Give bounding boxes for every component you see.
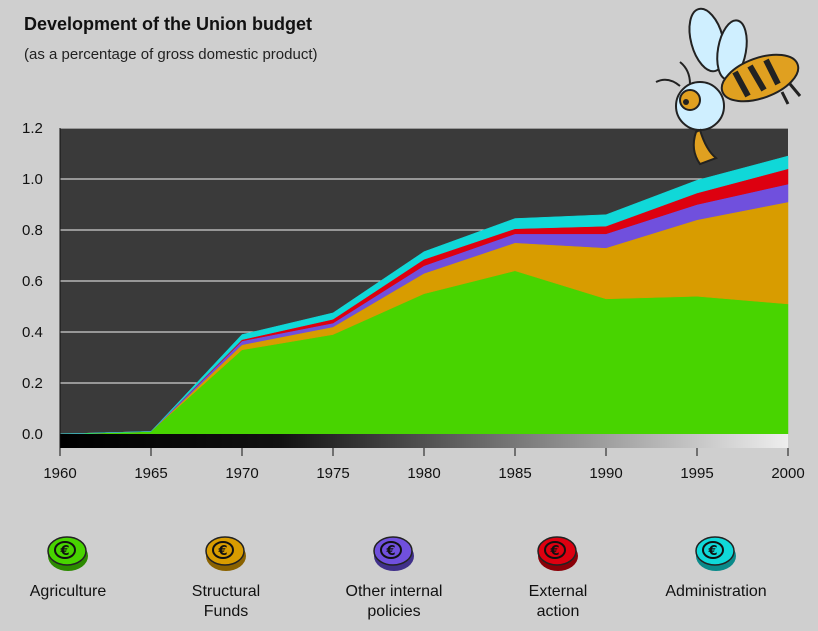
coin-icon: € (205, 536, 246, 571)
svg-text:€: € (707, 544, 717, 559)
y-tick-label: 1.2 (22, 120, 43, 137)
chart-title: Development of the Union budget (24, 14, 312, 34)
y-tick-label: 0.0 (22, 426, 43, 443)
x-tick-label: 1975 (316, 465, 349, 482)
bee-illustration (655, 7, 802, 166)
y-tick-label: 0.4 (22, 324, 43, 341)
coin-icon: € (373, 536, 414, 571)
y-tick-label: 0.6 (22, 273, 43, 290)
x-tick-label: 1990 (589, 465, 622, 482)
svg-text:€: € (385, 544, 395, 559)
y-tick-label: 0.8 (22, 222, 43, 239)
x-tick-label: 1980 (407, 465, 440, 482)
y-tick-label: 0.2 (22, 375, 43, 392)
legend-item: € Structural Funds (151, 532, 301, 622)
x-tick-label: 1985 (498, 465, 531, 482)
chart-subtitle: (as a percentage of gross domestic produ… (24, 46, 318, 63)
legend-item: € External action (483, 532, 633, 622)
legend-label: Structural Funds (191, 583, 261, 620)
x-tick-label: 1965 (134, 465, 167, 482)
coin-icon: € (695, 536, 736, 571)
legend-item: € Other internal policies (319, 532, 469, 622)
legend-label: External action (528, 583, 588, 620)
coin-icon: € (537, 536, 578, 571)
area-administration (59, 155, 789, 435)
svg-text:€: € (549, 544, 559, 559)
coin-icon: € (47, 536, 88, 571)
x-tick-label: 1960 (43, 465, 76, 482)
legend-item: € Agriculture (0, 532, 143, 602)
baseline-bar (60, 434, 788, 448)
legend-label: Administration (665, 583, 767, 600)
legend-label: Other internal policies (345, 583, 443, 620)
svg-text:€: € (217, 544, 227, 559)
svg-text:€: € (59, 544, 69, 559)
legend-label: Agriculture (29, 583, 107, 600)
x-tick-label: 1970 (225, 465, 258, 482)
y-tick-label: 1.0 (22, 171, 43, 188)
legend-item: € Administration (641, 532, 791, 602)
x-tick-label: 1995 (680, 465, 713, 482)
x-tick-label: 2000 (771, 465, 804, 482)
